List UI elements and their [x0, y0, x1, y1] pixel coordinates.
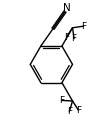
Text: F: F	[59, 96, 64, 105]
Text: F: F	[72, 34, 77, 43]
Text: F: F	[67, 107, 72, 116]
Text: F: F	[64, 33, 69, 41]
Text: F: F	[81, 22, 86, 31]
Text: F: F	[76, 106, 81, 115]
Text: N: N	[63, 3, 71, 13]
